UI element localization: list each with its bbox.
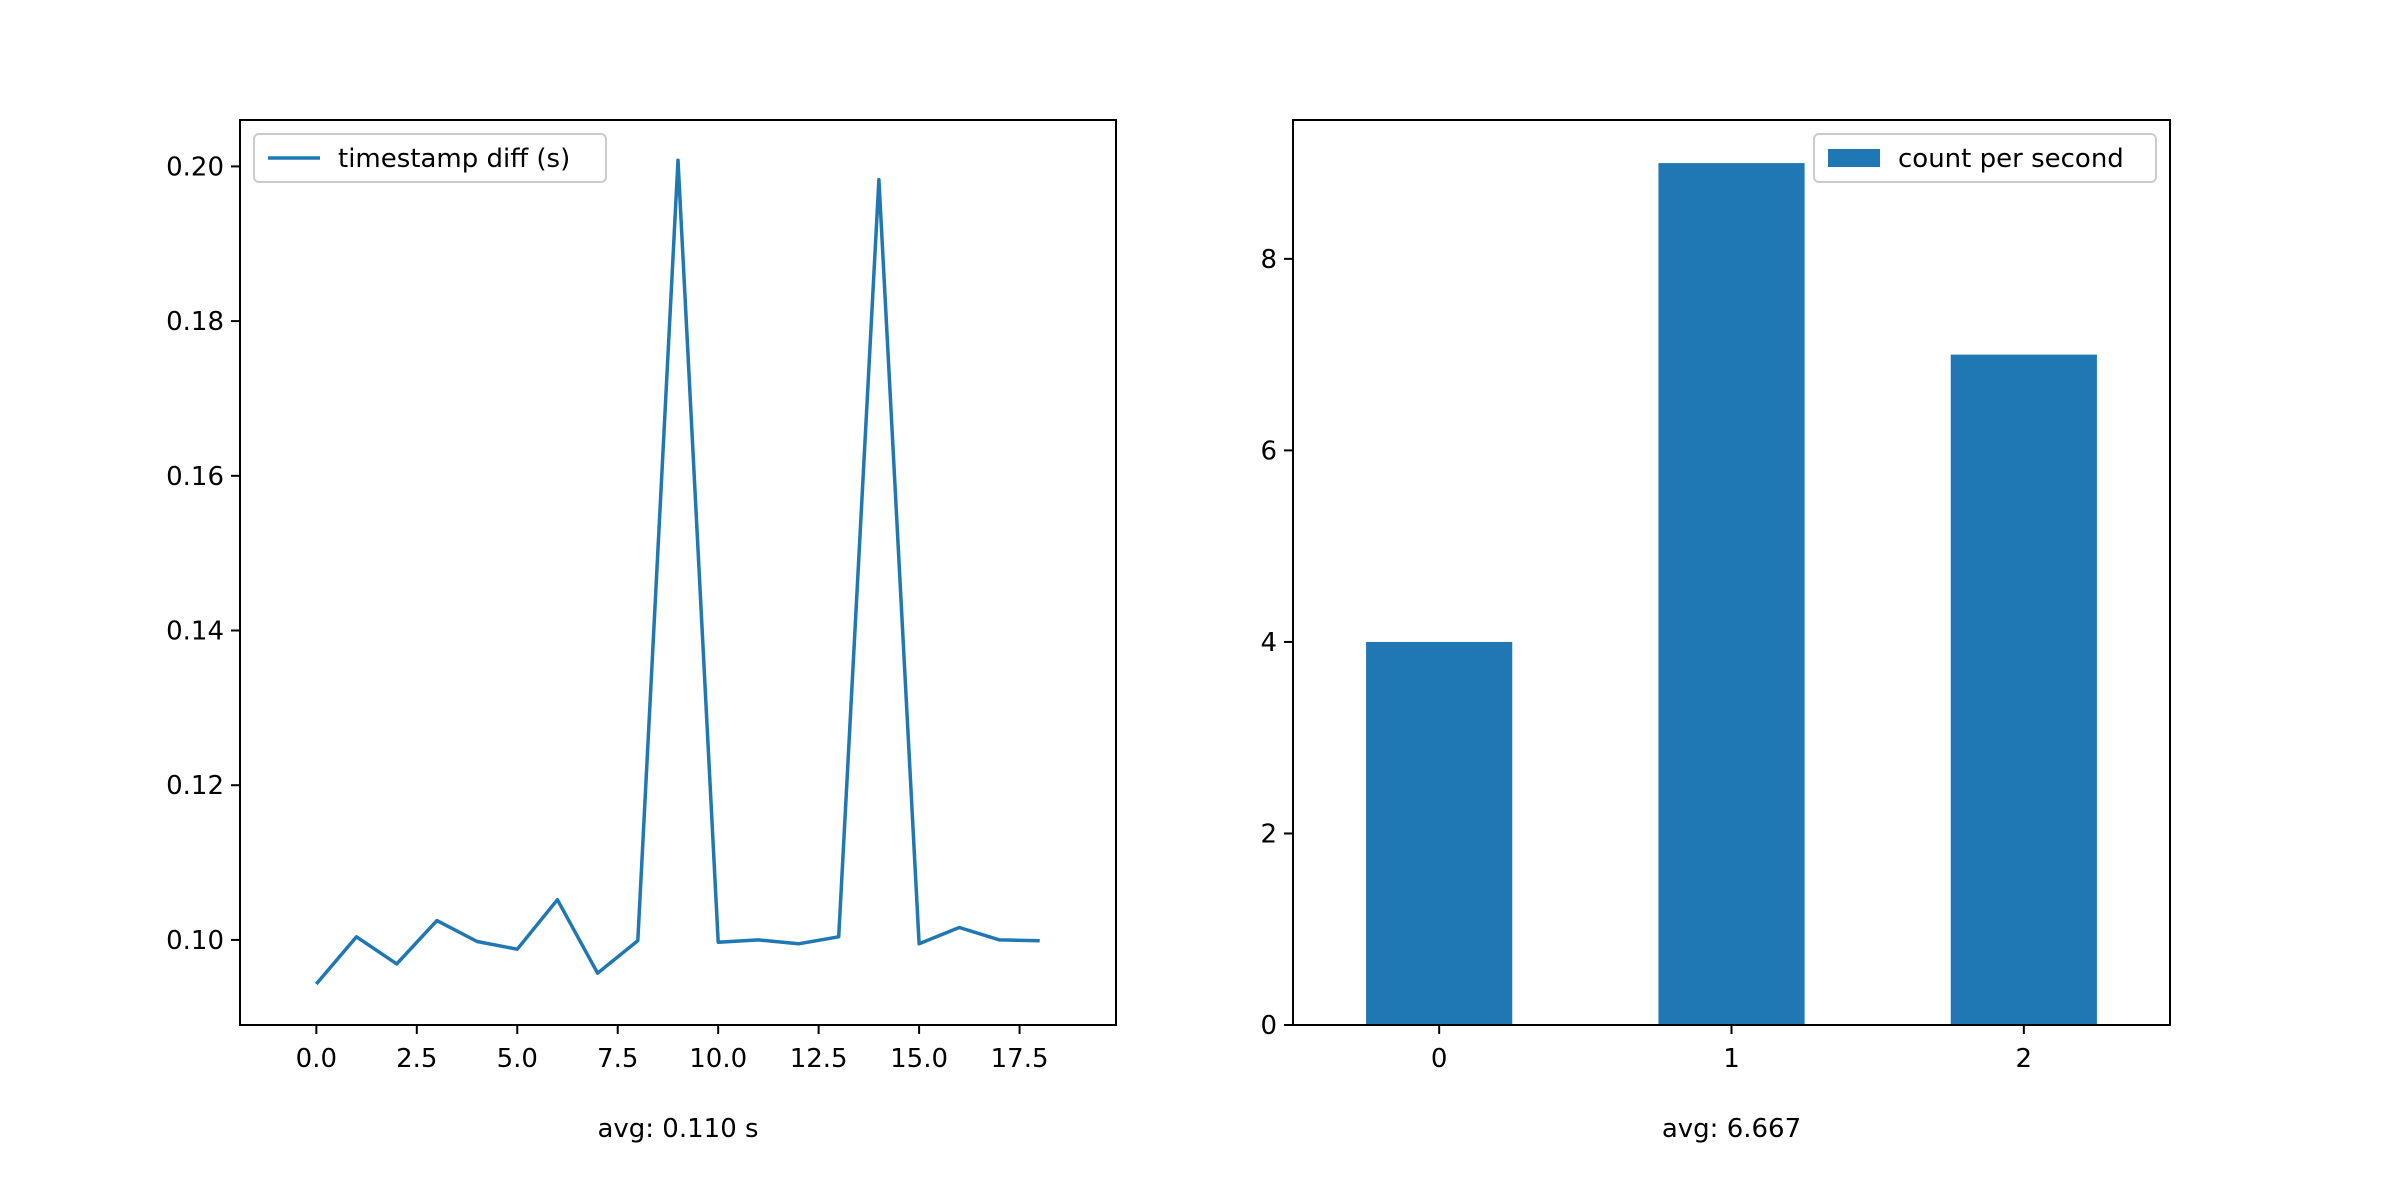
y-tick-label: 6	[1260, 436, 1277, 466]
y-tick-label: 0	[1260, 1011, 1277, 1041]
bar-1	[1658, 163, 1804, 1025]
bar-chart-panel: 0 2 4 6 8 0 1 2 count per second avg: 6.667	[1260, 120, 2170, 1144]
x-axis-label: avg: 6.667	[1662, 1114, 1801, 1144]
x-tick-label: 0	[1431, 1044, 1448, 1074]
y-tick-label: 8	[1260, 245, 1277, 275]
line-chart-panel: 0.10 0.12 0.14 0.16 0.18 0.20 0.0 2.5 5.0 7.5 10.0…	[166, 120, 1116, 1144]
x-tick-label: 2.5	[396, 1044, 437, 1074]
y-tick-label: 0.20	[166, 152, 224, 182]
y-tick-label: 0.16	[166, 462, 224, 492]
x-axis-label: avg: 0.110 s	[597, 1114, 758, 1144]
y-tick-label: 2	[1260, 819, 1277, 849]
x-tick-label: 17.5	[991, 1044, 1049, 1074]
y-tick-label: 0.12	[166, 771, 224, 801]
y-tick-label: 0.10	[166, 926, 224, 956]
legend-bar-swatch	[1828, 149, 1880, 167]
x-tick-label: 5.0	[497, 1044, 538, 1074]
y-tick-label: 4	[1260, 628, 1277, 658]
x-tick-label: 12.5	[790, 1044, 848, 1074]
bar-2	[1951, 355, 2097, 1025]
y-tick-label: 0.14	[166, 617, 224, 647]
y-tick-label: 0.18	[166, 307, 224, 337]
x-tick-label: 0.0	[296, 1044, 337, 1074]
bar-0	[1366, 642, 1512, 1025]
x-tick-label: 1	[1723, 1044, 1740, 1074]
x-tick-label: 7.5	[597, 1044, 638, 1074]
legend-label: count per second	[1898, 144, 2124, 174]
x-tick-label: 15.0	[890, 1044, 948, 1074]
series-line-timestamp-diff	[316, 160, 1039, 984]
legend-label: timestamp diff (s)	[338, 144, 570, 174]
x-tick-label: 10.0	[689, 1044, 747, 1074]
x-tick-label: 2	[2016, 1044, 2033, 1074]
plot-frame	[240, 120, 1116, 1025]
